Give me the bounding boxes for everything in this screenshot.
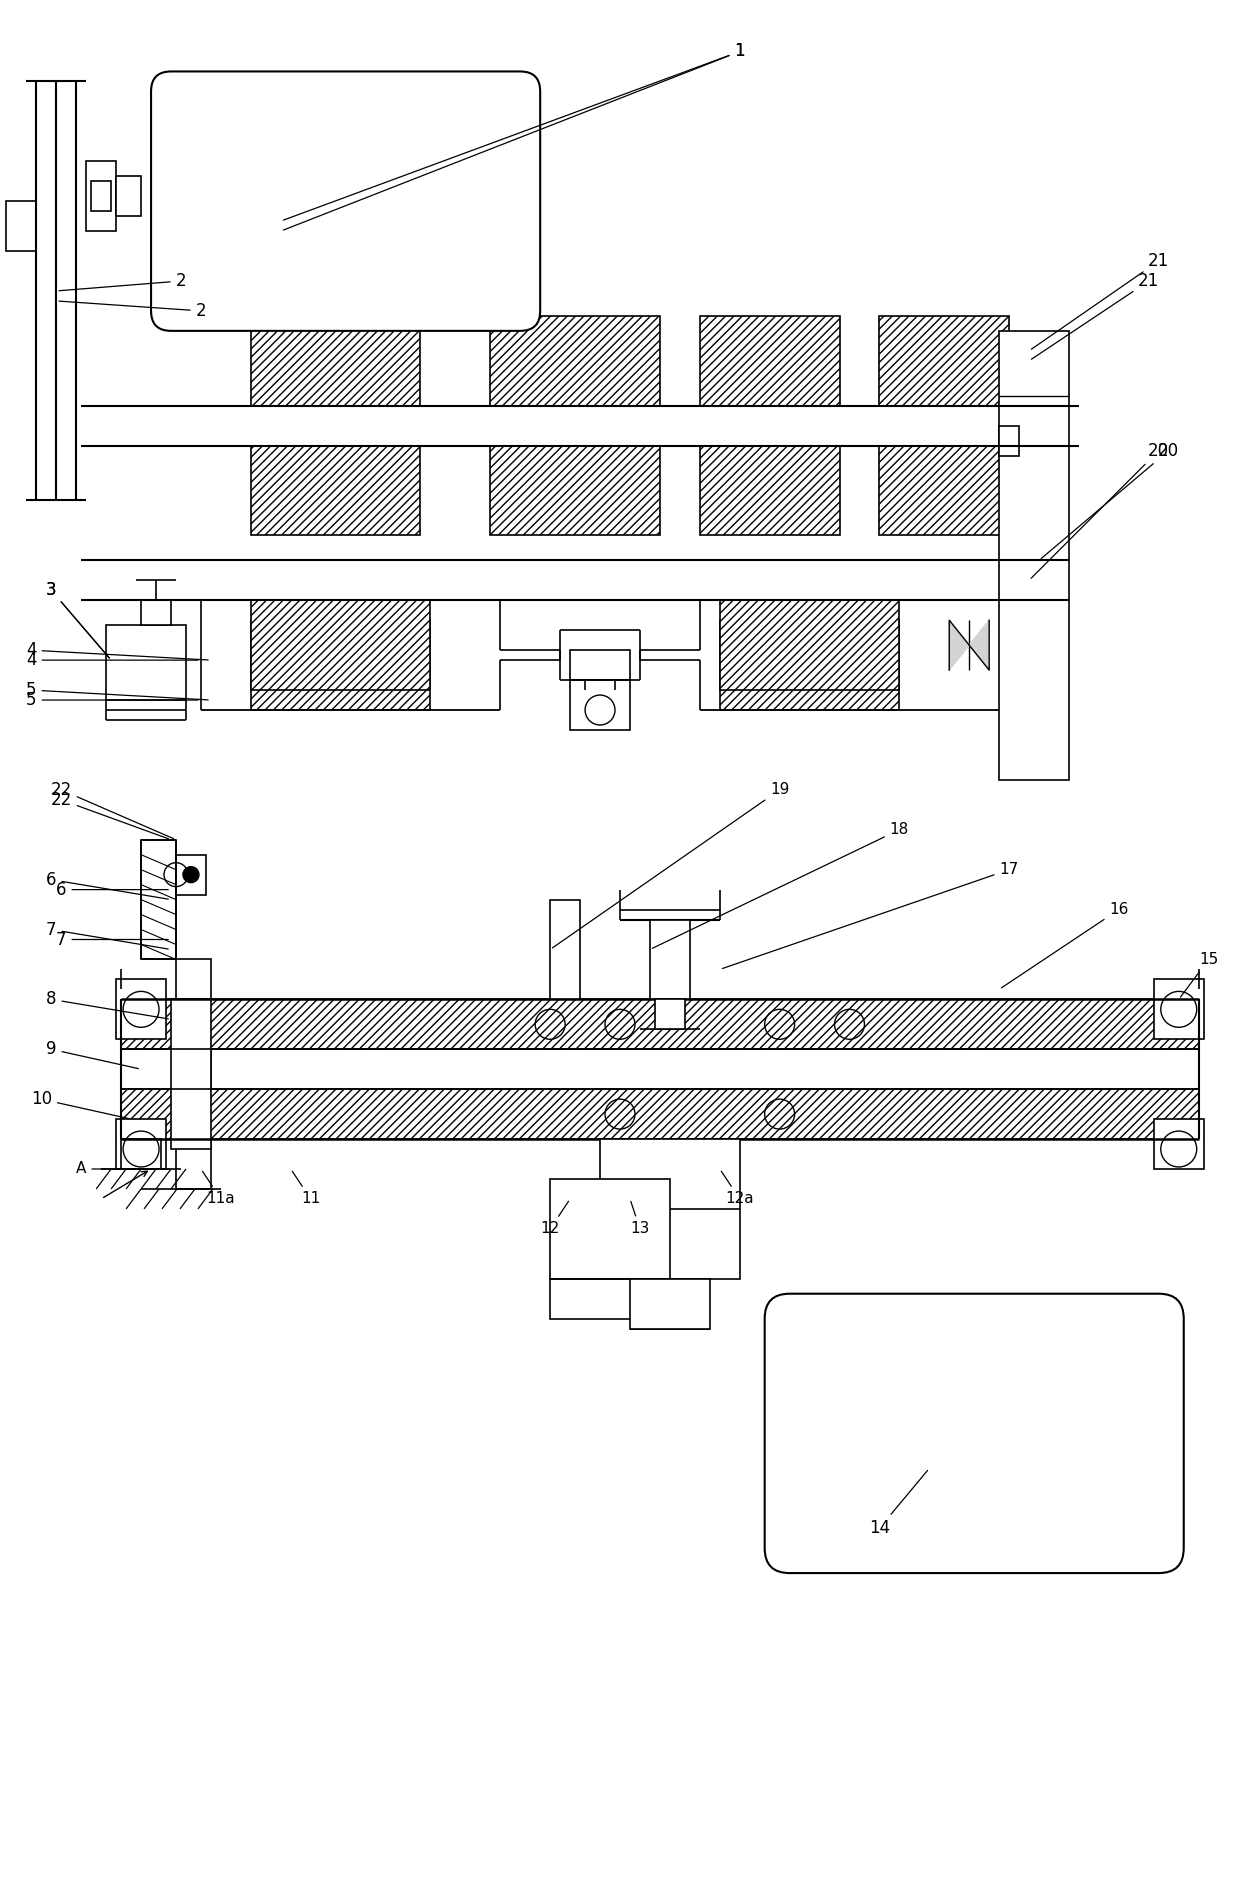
Bar bbox=[699, 316, 839, 406]
Bar bbox=[719, 599, 899, 690]
Bar bbox=[699, 445, 839, 536]
Text: 8: 8 bbox=[46, 990, 169, 1018]
Text: 14: 14 bbox=[869, 1471, 928, 1537]
Bar bbox=[6, 201, 36, 252]
Text: 20: 20 bbox=[1030, 442, 1169, 579]
Bar bbox=[719, 620, 899, 710]
Circle shape bbox=[184, 866, 198, 883]
Bar bbox=[570, 650, 630, 680]
Bar bbox=[650, 919, 689, 1000]
Text: 22: 22 bbox=[51, 782, 174, 838]
Bar bbox=[122, 1000, 1199, 1048]
Bar bbox=[1153, 979, 1204, 1039]
Bar bbox=[250, 599, 430, 690]
Text: 19: 19 bbox=[553, 782, 790, 947]
Bar bbox=[117, 1120, 166, 1169]
Text: 16: 16 bbox=[1002, 902, 1128, 988]
Text: 11a: 11a bbox=[202, 1171, 236, 1206]
Text: 15: 15 bbox=[1180, 953, 1219, 998]
Bar bbox=[141, 840, 176, 960]
Text: 1: 1 bbox=[284, 43, 745, 220]
Bar bbox=[655, 1000, 684, 1030]
Text: 21: 21 bbox=[1032, 272, 1159, 359]
Bar bbox=[999, 331, 1069, 780]
Bar bbox=[570, 680, 630, 729]
Bar bbox=[551, 1178, 670, 1280]
Bar bbox=[122, 1139, 161, 1169]
FancyBboxPatch shape bbox=[151, 71, 541, 331]
Bar bbox=[250, 445, 420, 536]
Bar bbox=[600, 1139, 740, 1280]
Bar bbox=[176, 855, 206, 894]
Bar bbox=[117, 979, 166, 1039]
Bar bbox=[176, 960, 211, 1189]
Text: 2: 2 bbox=[60, 301, 206, 319]
Text: 22: 22 bbox=[51, 791, 169, 838]
Text: 10: 10 bbox=[31, 1090, 129, 1118]
Text: 1: 1 bbox=[284, 43, 745, 229]
Text: 6: 6 bbox=[46, 870, 169, 900]
Bar bbox=[490, 316, 660, 406]
Bar bbox=[250, 316, 420, 406]
Text: 13: 13 bbox=[630, 1201, 650, 1236]
Text: 18: 18 bbox=[652, 823, 909, 949]
Bar bbox=[1153, 1120, 1204, 1169]
Text: 12a: 12a bbox=[722, 1171, 754, 1206]
Bar bbox=[122, 1090, 1199, 1139]
Bar bbox=[490, 445, 660, 536]
Text: 4: 4 bbox=[26, 641, 208, 660]
Bar bbox=[551, 900, 580, 1000]
Text: 21: 21 bbox=[1032, 252, 1169, 349]
Text: 7: 7 bbox=[46, 921, 169, 949]
Bar bbox=[92, 180, 112, 210]
Bar bbox=[117, 177, 141, 216]
Bar bbox=[630, 1280, 709, 1328]
Text: 4: 4 bbox=[26, 652, 198, 669]
Text: 7: 7 bbox=[56, 930, 169, 949]
Text: 9: 9 bbox=[46, 1041, 139, 1069]
Text: 20: 20 bbox=[1042, 442, 1179, 558]
Polygon shape bbox=[950, 620, 970, 671]
Bar bbox=[141, 599, 171, 626]
Text: 17: 17 bbox=[723, 862, 1019, 968]
Text: 2: 2 bbox=[60, 272, 186, 291]
FancyBboxPatch shape bbox=[765, 1295, 1184, 1573]
Text: 6: 6 bbox=[56, 881, 169, 898]
Text: A: A bbox=[76, 1161, 169, 1176]
Bar bbox=[250, 620, 430, 710]
Text: 3: 3 bbox=[46, 581, 109, 658]
Bar bbox=[107, 626, 186, 701]
Text: 3: 3 bbox=[46, 581, 109, 658]
Bar bbox=[879, 316, 1009, 406]
Text: 12: 12 bbox=[541, 1201, 569, 1236]
Polygon shape bbox=[970, 620, 990, 671]
Bar bbox=[87, 162, 117, 231]
Text: 5: 5 bbox=[26, 691, 198, 708]
Bar bbox=[171, 1000, 211, 1150]
Bar bbox=[879, 445, 1019, 536]
Text: 11: 11 bbox=[293, 1171, 320, 1206]
Bar bbox=[999, 427, 1019, 455]
Bar bbox=[551, 1280, 670, 1319]
Text: 5: 5 bbox=[26, 680, 208, 699]
